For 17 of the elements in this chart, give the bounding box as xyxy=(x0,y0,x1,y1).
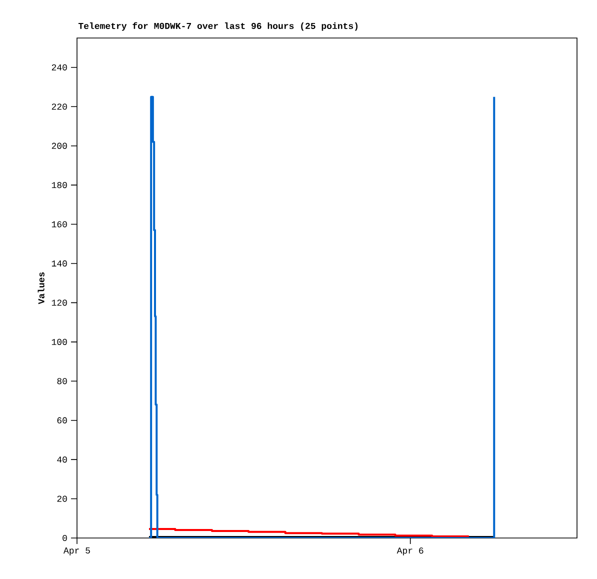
y-tick-label: 220 xyxy=(52,104,67,110)
y-tick-label: 240 xyxy=(52,64,67,70)
y-tick-label: 0 xyxy=(62,534,67,542)
y-tick-label: 180 xyxy=(52,182,67,188)
x-tick-label: Apr 5 xyxy=(64,548,90,556)
y-tick-label: 20 xyxy=(57,496,67,502)
y-tick-label: 40 xyxy=(57,456,67,463)
y-tick-label: 160 xyxy=(52,221,67,228)
y-tick-label: 100 xyxy=(52,338,67,345)
y-tick-label: 120 xyxy=(52,300,67,306)
y-axis-title: Values xyxy=(38,272,44,304)
y-tick-label: 200 xyxy=(52,142,67,149)
y-tick-label: 140 xyxy=(52,260,67,267)
chart-title: Telemetry for M0DWK-7 over last 96 hours (25 points) xyxy=(78,22,358,31)
y-tick-label: 80 xyxy=(57,378,67,384)
y-tick-label: 60 xyxy=(57,417,67,424)
x-tick-label: Apr 6 xyxy=(396,548,424,556)
